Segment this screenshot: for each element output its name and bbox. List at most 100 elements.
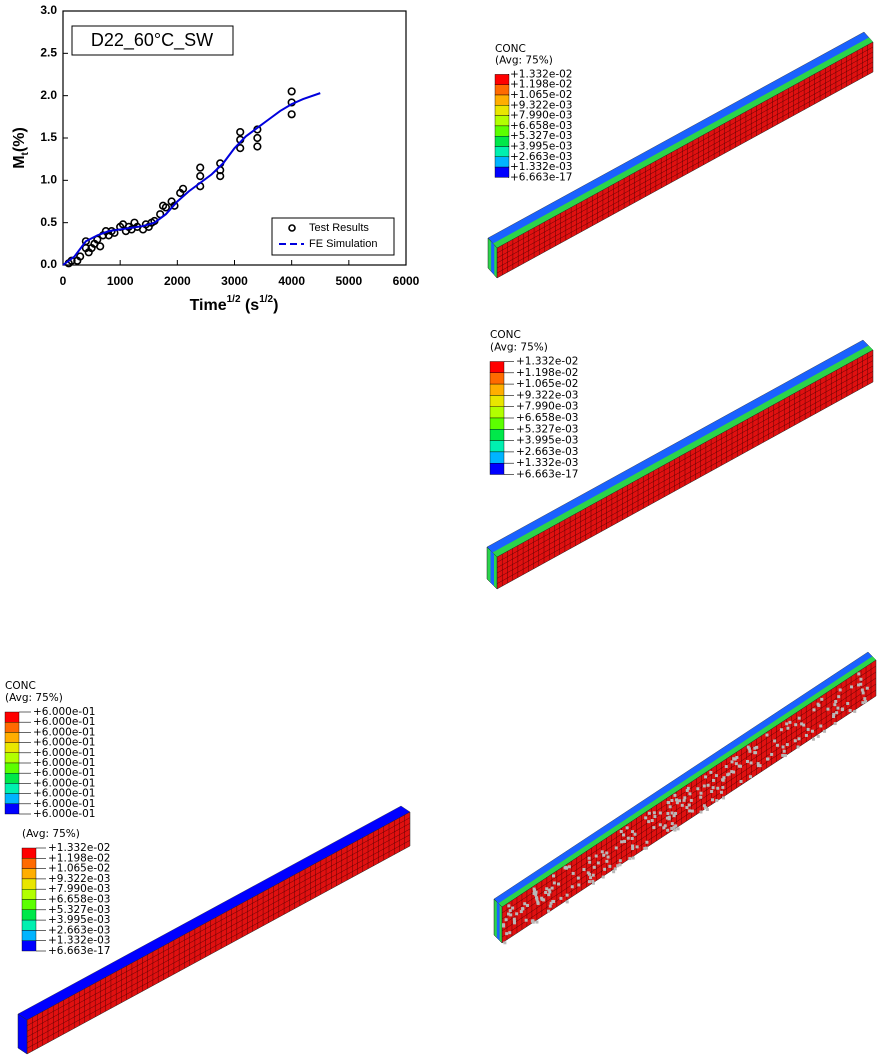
mesh-speck: [702, 804, 706, 808]
mesh-speck: [730, 760, 734, 764]
mesh-line: [496, 46, 874, 254]
contour-label: +6.000e-01: [33, 767, 95, 779]
mesh-speck: [738, 764, 742, 768]
mesh-speck: [816, 734, 820, 738]
mesh-speck: [706, 783, 710, 787]
mesh-line: [496, 66, 874, 274]
mesh-speck: [564, 865, 568, 869]
mesh-speck: [735, 755, 739, 759]
contour-label: +6.000e-01: [33, 747, 95, 759]
contour-label: +6.000e-01: [33, 808, 95, 820]
mesh-speck: [570, 885, 574, 889]
mesh-speck: [732, 757, 736, 761]
contour-swatch: [21, 889, 37, 900]
mesh-speck: [786, 726, 790, 730]
x-tick-label: 2000: [164, 274, 191, 288]
mesh-speck: [653, 815, 657, 819]
mesh-speck: [802, 723, 806, 727]
mesh-speck: [683, 796, 687, 800]
mesh-speck: [547, 888, 551, 892]
mesh-speck: [722, 776, 726, 780]
mesh-speck: [662, 826, 666, 830]
data-point: [81, 237, 90, 246]
contour-swatch: [489, 395, 505, 407]
contour-swatch: [489, 372, 505, 385]
mesh-speck: [608, 864, 612, 868]
contour-label: +6.000e-01: [33, 716, 95, 728]
contour-label: +1.198e-02: [510, 79, 572, 91]
beam-top-edge: [492, 345, 873, 557]
mesh-speck: [502, 923, 506, 927]
mesh-speck: [601, 875, 605, 879]
mesh-speck: [746, 745, 750, 749]
mesh-speck: [793, 739, 797, 743]
contour-subtitle: (Avg: 75%): [490, 342, 548, 354]
contour-title: CONC: [490, 329, 521, 341]
mesh-speck: [688, 809, 692, 813]
mesh-speck: [557, 882, 561, 886]
mesh-speck: [794, 723, 798, 727]
mesh-speck: [782, 749, 786, 753]
contour-swatch: [21, 899, 37, 911]
mesh-speck: [508, 931, 512, 935]
mesh-speck: [525, 903, 529, 907]
x-label-part: 1/2: [227, 294, 241, 305]
mesh-speck: [850, 685, 854, 689]
contour-label: +1.065e-02: [48, 863, 110, 875]
mesh-speck: [748, 775, 752, 779]
contour-swatch: [4, 752, 20, 764]
mesh-line: [496, 56, 874, 264]
contour-label: +1.332e-02: [510, 68, 572, 80]
mesh-speck: [524, 918, 528, 922]
contour-swatch: [4, 762, 20, 774]
contour-swatch: [494, 146, 510, 158]
mesh-speck: [705, 808, 709, 812]
contour-label: +6.663e-17: [510, 171, 572, 183]
mesh-speck: [714, 774, 718, 778]
data-point: [161, 203, 170, 212]
mesh-speck: [674, 824, 678, 828]
contour-swatch: [4, 742, 20, 753]
mesh-speck: [703, 806, 707, 810]
mesh-speck: [577, 883, 581, 887]
mesh-speck: [534, 890, 538, 894]
contour-title: CONC: [5, 680, 36, 692]
contour-swatch: [21, 909, 37, 921]
mesh-speck: [503, 941, 507, 945]
contour-swatch: [4, 711, 20, 723]
mesh-speck: [613, 867, 617, 871]
mesh-speck: [863, 697, 867, 701]
contour-swatch: [494, 135, 510, 147]
mesh-speck: [811, 737, 815, 741]
data-line: [62, 92, 321, 266]
mesh-speck: [507, 912, 511, 916]
contour-swatch: [489, 440, 505, 453]
contour-swatch: [4, 722, 20, 733]
mesh-speck: [721, 778, 725, 782]
mesh-speck: [747, 747, 751, 751]
mesh-speck: [785, 722, 789, 726]
mesh-speck: [587, 880, 591, 884]
mesh-speck: [745, 759, 749, 763]
chart-title: D22_60°C_SW: [91, 30, 213, 51]
contour-swatch: [21, 919, 37, 931]
contour-label: +9.322e-03: [48, 873, 110, 885]
mesh-speck: [512, 917, 516, 921]
mesh-speck: [586, 871, 590, 875]
mesh-speck: [509, 913, 513, 917]
mesh-speck: [633, 832, 637, 836]
mesh-speck: [783, 754, 787, 758]
y-label-part: (%): [11, 127, 28, 152]
mesh-speck: [548, 904, 552, 908]
mesh-speck: [820, 697, 824, 701]
mesh-speck: [800, 722, 804, 726]
x-tick-label: 0: [60, 274, 67, 288]
mesh-speck: [733, 757, 737, 761]
mesh-line: [496, 61, 874, 269]
mesh-line: [501, 677, 877, 926]
contour-swatch: [494, 166, 510, 178]
contour-label: +1.332e-03: [516, 457, 578, 469]
beam-end-core: [496, 901, 500, 941]
mesh-speck: [819, 724, 823, 728]
contour-label: +7.990e-03: [48, 883, 110, 895]
